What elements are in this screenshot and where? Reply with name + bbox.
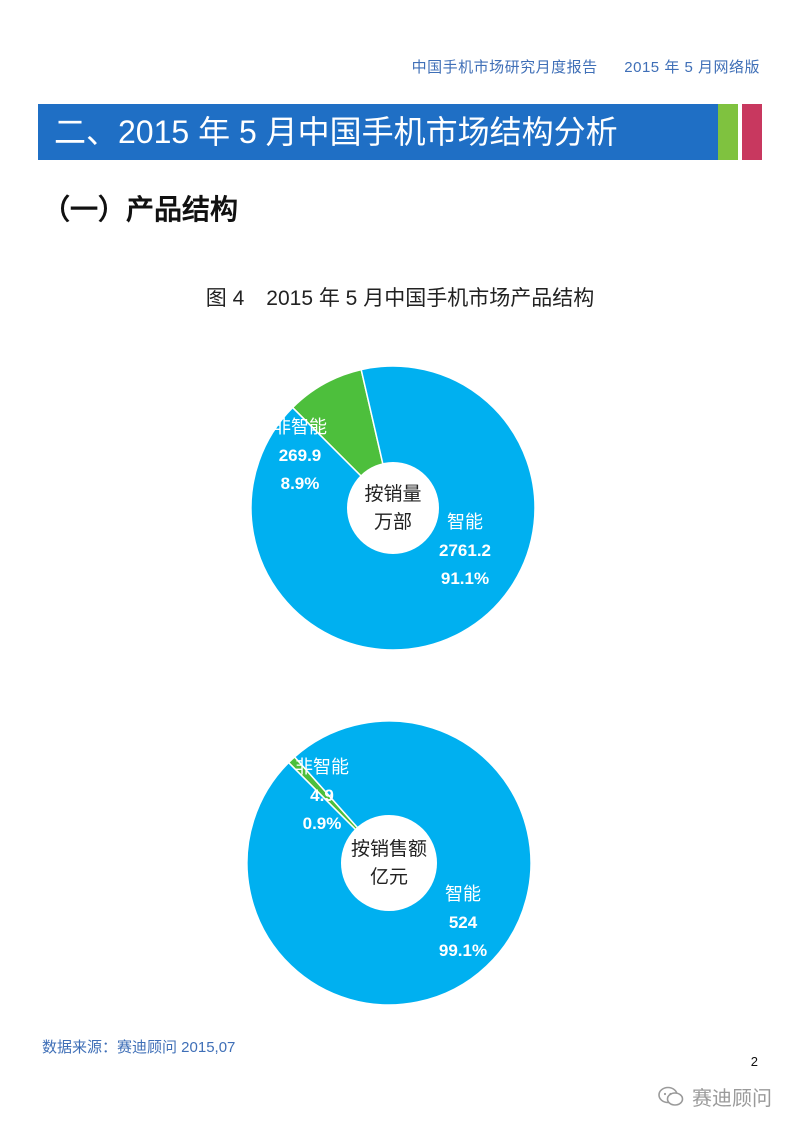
slice-value: 524 (449, 913, 478, 932)
figure-label: 图 4 (205, 287, 245, 310)
slice-label: 智能 (447, 512, 483, 532)
donut-hole (341, 815, 437, 911)
report-header: 中国手机市场研究月度报告 2015 年 5 月网络版 (412, 56, 760, 77)
slice-label: 智能 (445, 884, 481, 904)
slice-label: 非智能 (295, 757, 349, 777)
slice-value: 269.9 (279, 446, 322, 465)
accent-stripe-red (742, 104, 762, 160)
center-label: 亿元 (370, 866, 408, 888)
data-source: 数据来源：赛迪顾问 2015,07 (42, 1039, 236, 1056)
report-edition: 2015 年 5 月网络版 (624, 59, 760, 76)
center-label: 万部 (374, 511, 412, 533)
slice-label: 非智能 (273, 417, 327, 437)
section-title: 二、2015 年 5 月中国手机市场结构分析 (54, 114, 618, 150)
center-label: 按销售额 (351, 838, 427, 860)
accent-stripe-green (718, 104, 738, 160)
slice-percent: 91.1% (441, 569, 489, 588)
wechat-icon (658, 1086, 684, 1106)
figure-caption: 图 4 2015 年 5 月中国手机市场产品结构 (0, 282, 800, 312)
figure-title: 2015 年 5 月中国手机市场产品结构 (266, 287, 595, 310)
pie-slice-smart (250, 365, 536, 651)
slice-percent: 99.1% (439, 941, 487, 960)
accent-gap (738, 104, 742, 160)
watermark: 赛迪顾问 (658, 1082, 772, 1111)
watermark-text: 赛迪顾问 (692, 1088, 772, 1110)
donut-hole (347, 462, 439, 554)
subsection-title: （一）产品结构 (42, 194, 239, 225)
slice-percent: 0.9% (303, 814, 342, 833)
slice-value: 4.9 (310, 786, 334, 805)
section-banner: 二、2015 年 5 月中国手机市场结构分析 (38, 104, 762, 160)
report-title: 中国手机市场研究月度报告 (411, 59, 598, 76)
slice-percent: 8.9% (281, 474, 320, 493)
center-label: 按销量 (364, 483, 421, 505)
slice-value: 2761.2 (439, 541, 491, 560)
page-number: 2 (750, 1054, 758, 1069)
